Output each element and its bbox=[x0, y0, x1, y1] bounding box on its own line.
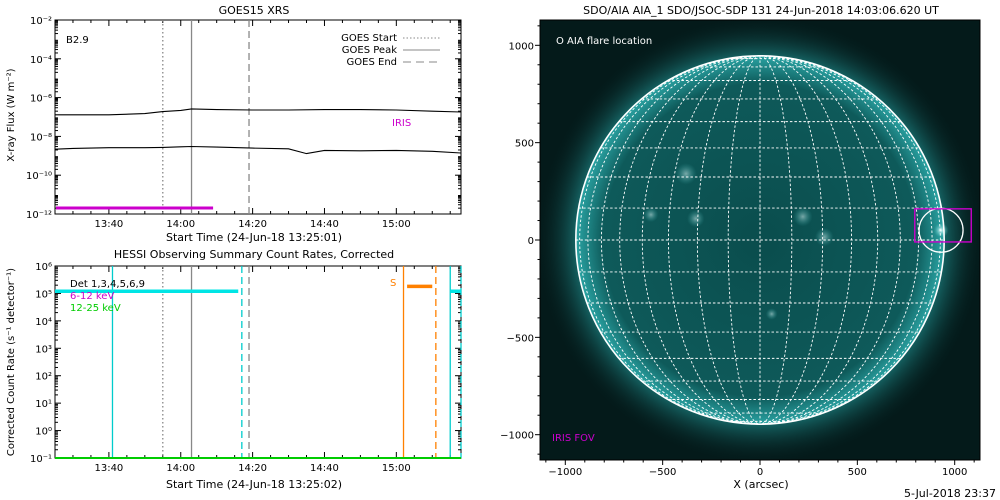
hessi-legend-12-25: 12-25 keV bbox=[70, 303, 121, 314]
goes-legend-end-label: GOES End bbox=[347, 57, 397, 68]
longitude-line bbox=[759, 55, 941, 425]
aia-y-tick-label: 500 bbox=[515, 139, 534, 150]
goes-panel: GOES15 XRS 13:40 14:00 14:20 14:40 15:00 10⁻¹… bbox=[6, 4, 462, 244]
x-tick-label: 14:00 bbox=[166, 463, 195, 474]
longitude-line bbox=[696, 55, 761, 425]
aia-y-tick-label: 0 bbox=[528, 236, 534, 247]
plot-frame bbox=[54, 265, 462, 459]
aia-x-tick-label: 0 bbox=[757, 467, 763, 478]
goes-ylabel: X-ray Flux (W m⁻²) bbox=[6, 68, 17, 161]
goes-iris-label: IRIS bbox=[392, 118, 411, 129]
y-tick-label: 10⁻¹² bbox=[26, 210, 52, 221]
aia-title: SDO/AIA AIA_1 SDO/JSOC-SDP 131 24-Jun-20… bbox=[583, 4, 939, 17]
y-tick-label: 10² bbox=[35, 372, 52, 383]
aia-panel: SDO/AIA AIA_1 SDO/JSOC-SDP 131 24-Jun-20… bbox=[500, 4, 981, 491]
aia-x-tick-label: 500 bbox=[848, 467, 867, 478]
x-tick-label: 14:40 bbox=[310, 463, 339, 474]
hessi-title: HESSI Observing Summary Count Rates, Cor… bbox=[114, 248, 394, 261]
y-tick-label: 10⁻¹ bbox=[30, 454, 52, 465]
aia-xlabel: X (arcsec) bbox=[733, 478, 788, 491]
active-region-glow bbox=[793, 206, 813, 227]
aia-y-tick-label: 1000 bbox=[509, 41, 534, 52]
longitude-line bbox=[619, 55, 761, 425]
goes-flare-class: B2.9 bbox=[66, 35, 89, 46]
longitude-line bbox=[759, 55, 824, 425]
y-tick-label: 10⁻⁸ bbox=[30, 132, 52, 143]
aia-legend-text: O AIA flare location bbox=[556, 36, 652, 47]
longitude-line bbox=[759, 55, 793, 425]
solar-disk bbox=[575, 55, 945, 425]
y-tick-label: 10⁴ bbox=[35, 317, 52, 328]
longitude-line bbox=[579, 55, 761, 425]
hessi-plot-area: 13:40 14:00 14:20 14:40 15:00 10⁻¹ 10⁰ 10¹ 10² 10… bbox=[30, 262, 462, 474]
flare-brightening bbox=[933, 222, 949, 238]
y-tick-label: 10⁶ bbox=[35, 262, 52, 273]
longitude-line bbox=[759, 55, 879, 425]
heliographic-grid bbox=[575, 55, 945, 425]
longitude-line bbox=[759, 55, 919, 425]
longitude-line bbox=[641, 55, 761, 425]
goes-legend-start-label: GOES Start bbox=[341, 33, 397, 44]
active-region-glow bbox=[675, 163, 697, 185]
solar-limb bbox=[575, 55, 945, 425]
active-region-glow bbox=[765, 308, 778, 320]
longitude-line bbox=[727, 55, 761, 425]
x-tick-label: 14:40 bbox=[310, 219, 339, 230]
longitude-line bbox=[668, 55, 761, 425]
longitude-line bbox=[759, 55, 933, 425]
x-tick-label: 14:20 bbox=[238, 463, 267, 474]
x-tick-label: 13:40 bbox=[94, 219, 123, 230]
plot-frame bbox=[54, 19, 462, 215]
aia-iris-fov-label: IRIS FOV bbox=[552, 433, 595, 444]
x-tick-label: 13:40 bbox=[94, 463, 123, 474]
goes-plot-area: 13:40 14:00 14:20 14:40 15:00 10⁻¹² 10⁻¹⁰ 10⁻⁸ 1… bbox=[26, 16, 462, 230]
aia-y-tick-label: −500 bbox=[507, 333, 534, 344]
longitude-line bbox=[601, 55, 761, 425]
goes-xlabel: Start Time (24-Jun-18 13:25:01) bbox=[166, 231, 342, 244]
hessi-legend-6-12: 6-12 keV bbox=[70, 291, 114, 302]
footer-date: 5-Jul-2018 23:37 bbox=[904, 487, 996, 500]
y-tick-label: 10¹ bbox=[35, 399, 52, 410]
x-tick-label: 14:00 bbox=[166, 219, 195, 230]
longitude-line bbox=[759, 55, 852, 425]
active-region-glow bbox=[643, 207, 659, 223]
longitude-line bbox=[587, 55, 761, 425]
y-tick-label: 10⁰ bbox=[35, 427, 52, 438]
y-tick-label: 10⁵ bbox=[35, 289, 52, 300]
x-tick-label: 15:00 bbox=[382, 463, 411, 474]
aia-x-tick-label: −500 bbox=[649, 467, 676, 478]
goes-legend-peak-label: GOES Peak bbox=[342, 45, 397, 56]
goes-long-channel-line bbox=[55, 108, 462, 116]
aia-image-area: −1000 −500 0 500 1000 −1000 −500 0 500 1000 bbox=[500, 19, 981, 478]
hessi-panel: HESSI Observing Summary Count Rates, Cor… bbox=[6, 248, 462, 491]
longitude-line bbox=[759, 55, 901, 425]
y-tick-label: 10⁻⁶ bbox=[30, 94, 52, 105]
hessi-segment-label-s: S bbox=[390, 278, 396, 289]
hessi-xlabel: Start Time (24-Jun-18 13:25:02) bbox=[166, 478, 342, 491]
active-region-glow bbox=[686, 209, 705, 228]
aia-x-tick-label: −1000 bbox=[548, 467, 582, 478]
goes-short-channel-line bbox=[54, 145, 462, 155]
hessi-ylabel: Corrected Count Rate (s⁻¹ detector⁻¹) bbox=[6, 268, 17, 456]
x-tick-label: 15:00 bbox=[382, 219, 411, 230]
y-tick-label: 10³ bbox=[35, 344, 52, 355]
y-tick-label: 10⁻⁴ bbox=[30, 55, 52, 66]
active-region-glow bbox=[814, 227, 834, 247]
goes-title: GOES15 XRS bbox=[219, 4, 290, 17]
y-tick-label: 10⁻² bbox=[30, 16, 52, 27]
aia-y-tick-label: −1000 bbox=[500, 431, 534, 442]
hessi-legend-det: Det 1,3,4,5,6,9 bbox=[70, 279, 145, 290]
goes-legend: GOES Start GOES Peak GOES End bbox=[341, 33, 440, 68]
aia-image-content bbox=[540, 20, 980, 460]
y-tick-label: 10⁻¹⁰ bbox=[26, 171, 52, 182]
iris-fov-box bbox=[914, 208, 972, 243]
x-tick-label: 14:20 bbox=[238, 219, 267, 230]
aia-x-tick-label: 1000 bbox=[942, 467, 967, 478]
